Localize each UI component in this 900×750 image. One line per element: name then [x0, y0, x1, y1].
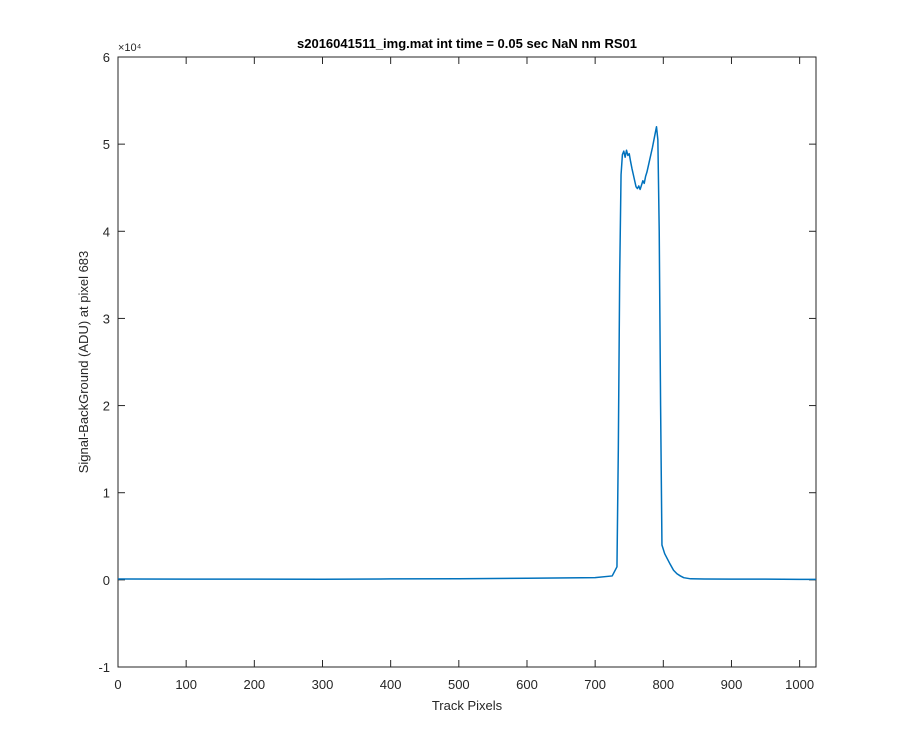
x-tick-label: 1000	[785, 677, 814, 692]
y-tick-label: -1	[98, 660, 110, 675]
y-tick-label: 5	[103, 137, 110, 152]
y-tick-label: 2	[103, 399, 110, 414]
series-layer	[117, 125, 816, 581]
x-axis: 0 100 200 300 400 500 600 700 800 900 1000	[114, 57, 814, 692]
y-tick-label: 4	[103, 224, 110, 239]
series-line	[117, 125, 816, 581]
x-tick-label: 0	[114, 677, 121, 692]
y-tick-label: 3	[103, 311, 110, 326]
x-tick-label: 500	[448, 677, 470, 692]
y-axis: -1 0 1 2 3 4 5 6	[98, 50, 816, 675]
x-tick-label: 300	[312, 677, 334, 692]
x-axis-label: Track Pixels	[432, 698, 503, 713]
y-axis-label: Signal-BackGround (ADU) at pixel 683	[76, 251, 91, 474]
y-tick-label: 0	[103, 573, 110, 588]
y-tick-label: 1	[103, 486, 110, 501]
x-tick-label: 700	[584, 677, 606, 692]
x-tick-label: 100	[175, 677, 197, 692]
y-tick-label: 6	[103, 50, 110, 65]
y-axis-exponent-label: ×10⁴	[118, 42, 142, 54]
x-tick-label: 200	[243, 677, 265, 692]
x-tick-label: 600	[516, 677, 538, 692]
x-tick-label: 900	[721, 677, 743, 692]
plot-area	[117, 56, 817, 668]
x-tick-label: 400	[380, 677, 402, 692]
chart-title: s2016041511_img.mat int time = 0.05 sec …	[297, 36, 637, 51]
x-tick-label: 800	[652, 677, 674, 692]
